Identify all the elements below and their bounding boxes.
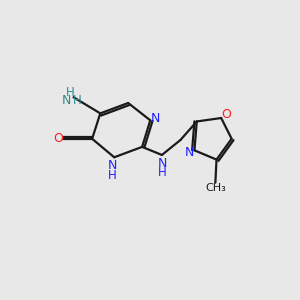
Text: N: N [184, 146, 194, 159]
Text: N: N [151, 112, 160, 124]
Text: O: O [53, 132, 63, 145]
Text: N: N [158, 157, 167, 170]
Text: H: H [158, 167, 167, 179]
Text: H: H [66, 86, 75, 99]
Text: N: N [108, 159, 117, 172]
Text: CH₃: CH₃ [205, 183, 226, 193]
Text: N: N [62, 94, 71, 107]
Text: H: H [73, 94, 82, 107]
Text: H: H [108, 169, 117, 182]
Text: O: O [221, 108, 231, 121]
